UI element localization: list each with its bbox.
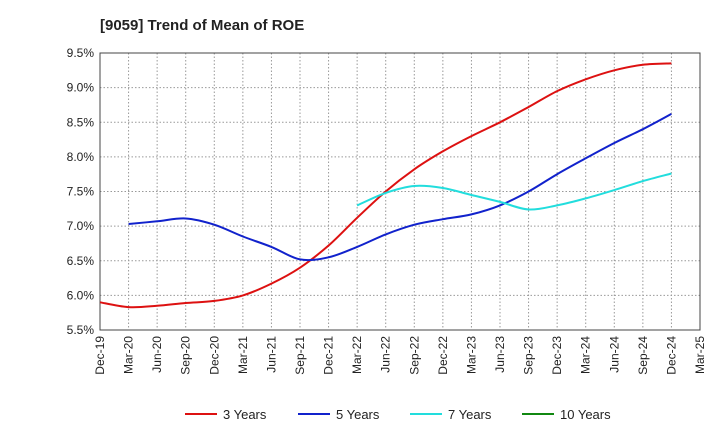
x-tick-label: Sep-21	[293, 336, 307, 375]
x-tick-label: Dec-19	[93, 336, 107, 375]
series-lines	[99, 62, 672, 309]
legend-label: 5 Years	[336, 407, 380, 422]
x-tick-label: Sep-20	[179, 336, 193, 375]
x-tick-label: Mar-21	[236, 336, 250, 374]
x-tick-label: Dec-24	[664, 336, 678, 375]
x-tick-label: Dec-21	[322, 336, 336, 375]
x-tick-label: Mar-25	[693, 336, 707, 374]
y-tick-label: 6.0%	[67, 288, 95, 302]
y-tick-label: 8.0%	[67, 150, 95, 164]
legend: 3 Years 5 Years 7 Years 10 Years	[185, 407, 611, 422]
legend-label: 3 Years	[223, 407, 267, 422]
series-line-7-years	[356, 172, 672, 211]
y-tick-label: 9.0%	[67, 81, 95, 95]
x-axis: Dec-19 Mar-20 Jun-20 Sep-20 Dec-20 Mar-21 Jun-…	[93, 336, 707, 375]
x-tick-label: Dec-23	[550, 336, 564, 375]
x-tick-label: Jun-24	[607, 336, 621, 373]
y-tick-label: 6.5%	[67, 254, 95, 268]
x-tick-label: Jun-20	[150, 336, 164, 373]
x-tick-label: Sep-23	[522, 336, 536, 375]
x-tick-label: Sep-24	[636, 336, 650, 375]
x-tick-label: Jun-21	[264, 336, 278, 373]
x-tick-label: Mar-24	[579, 336, 593, 374]
x-tick-label: Jun-23	[493, 336, 507, 373]
x-tick-label: Mar-22	[350, 336, 364, 374]
y-tick-label: 8.5%	[67, 115, 95, 129]
series-line-3-years	[99, 62, 672, 309]
y-tick-label: 7.0%	[67, 219, 95, 233]
y-tick-label: 9.5%	[67, 46, 95, 60]
x-tick-label: Mar-20	[122, 336, 136, 374]
y-tick-label: 7.5%	[67, 185, 95, 199]
series-line-5-years	[128, 113, 672, 262]
plot-background	[100, 53, 700, 330]
legend-label: 10 Years	[560, 407, 611, 422]
legend-label: 7 Years	[448, 407, 492, 422]
x-tick-label: Dec-20	[207, 336, 221, 375]
y-tick-label: 5.5%	[67, 323, 95, 337]
plot-area	[99, 52, 701, 331]
plot-border	[99, 52, 701, 331]
x-tick-label: Jun-22	[379, 336, 393, 373]
x-tick-label: Sep-22	[407, 336, 421, 375]
chart-title: [9059] Trend of Mean of ROE	[100, 17, 304, 34]
x-tick-label: Mar-23	[464, 336, 478, 374]
x-tick-label: Dec-22	[436, 336, 450, 375]
y-axis: 5.5% 6.0% 6.5% 7.0% 7.5% 8.0% 8.5% 9.0% 9.5%	[67, 46, 95, 337]
